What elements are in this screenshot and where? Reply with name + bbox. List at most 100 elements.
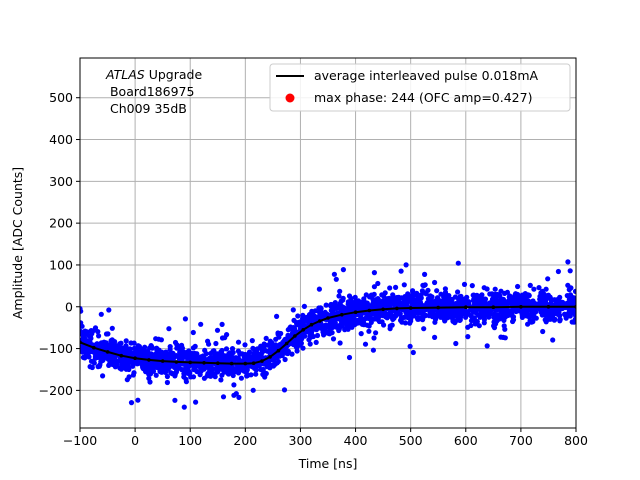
scatter-point [294,345,300,351]
x-tick-label: 300 [289,433,313,448]
scatter-point [547,312,554,319]
scatter-point [482,296,489,302]
scatter-point [405,297,411,304]
scatter-point [183,376,189,382]
scatter-point [137,352,143,358]
scatter-point [504,289,510,295]
scatter-point [327,320,333,326]
scatter-point [453,340,459,347]
y-tick-label: 300 [49,174,73,189]
scatter-point [353,298,359,304]
x-tick-label: 0 [131,433,139,448]
scatter-point [496,316,503,322]
scatter-point [231,382,237,388]
scatter-point [302,317,308,323]
scatter-point [223,346,230,352]
scatter-point [172,373,178,379]
scatter-point [328,307,334,314]
scatter-point [434,288,440,294]
scatter-point [153,372,159,378]
scatter-point [567,268,573,274]
y-tick-label: 200 [49,216,73,231]
annotation: ATLAS Upgrade Board186975 Ch009 35dB [105,67,202,116]
scatter-point [352,294,358,300]
scatter-point [169,352,175,358]
scatter-point [425,287,431,293]
scatter-point [452,301,459,307]
scatter-point [393,284,399,290]
scatter-point [390,292,396,298]
scatter-point [471,301,477,307]
scatter-point [126,366,132,373]
scatter-point [371,284,377,290]
scatter-point [123,338,129,344]
x-tick-label: 100 [178,433,202,448]
scatter-point [442,289,449,295]
scatter-point [339,303,345,309]
average-pulse-point [188,360,192,365]
scatter-point [336,293,342,299]
plot-area [80,259,576,410]
scatter-point [159,369,165,375]
scatter-point [371,270,377,276]
scatter-point [112,343,118,349]
scatter-point [325,330,331,336]
scatter-point [421,326,427,332]
scatter-point [190,329,196,336]
average-pulse-point [491,305,496,310]
scatter-point [465,299,471,305]
scatter-point [168,370,174,376]
scatter-point [236,394,242,400]
scatter-point [472,317,478,324]
average-pulse-point [293,334,297,338]
scatter-point [242,342,248,348]
scatter-point [345,326,351,332]
scatter-point [281,349,287,355]
scatter-point [147,379,153,385]
scatter-point [396,297,402,303]
scatter-point [260,367,266,373]
scatter-point [513,301,519,307]
scatter-point [438,314,444,320]
scatter-point [351,313,357,319]
scatter-point [497,299,503,305]
scatter-point [220,394,227,400]
scatter-point [467,307,474,313]
scatter-point [396,311,403,317]
scatter-point [422,282,428,288]
scatter-point [219,372,225,378]
average-pulse-point [381,307,385,312]
scatter-point [529,312,535,318]
scatter-point [132,351,138,357]
scatter-point [396,300,402,307]
scatter-point [333,276,339,282]
scatter-point [539,308,545,314]
y-axis-label: Amplitude [ADC Counts] [10,167,25,319]
upgrade-label: Upgrade [145,67,203,82]
scatter-point [148,353,154,359]
scatter-point [491,319,497,325]
average-pulse-series [80,305,576,366]
scatter-point [229,350,235,356]
average-pulse-point [326,316,330,320]
scatter-point [166,326,172,332]
scatter-point [410,289,416,295]
scatter-point [370,347,376,353]
scatter-point [101,339,107,345]
scatter-point [415,310,421,316]
scatter-point [485,302,491,308]
scatter-point [563,315,569,321]
scatter-point [146,371,153,377]
scatter-point [373,330,379,336]
scatter-point [533,315,539,321]
scatter-point [343,306,349,312]
scatter-point [218,377,224,383]
y-tick-label: 500 [49,90,73,105]
scatter-point [281,387,288,393]
scatter-point [314,332,321,339]
scatter-point [513,308,519,315]
scatter-point [301,303,307,309]
average-pulse-point [119,353,124,358]
scatter-point [372,297,378,303]
scatter-point [484,343,490,349]
